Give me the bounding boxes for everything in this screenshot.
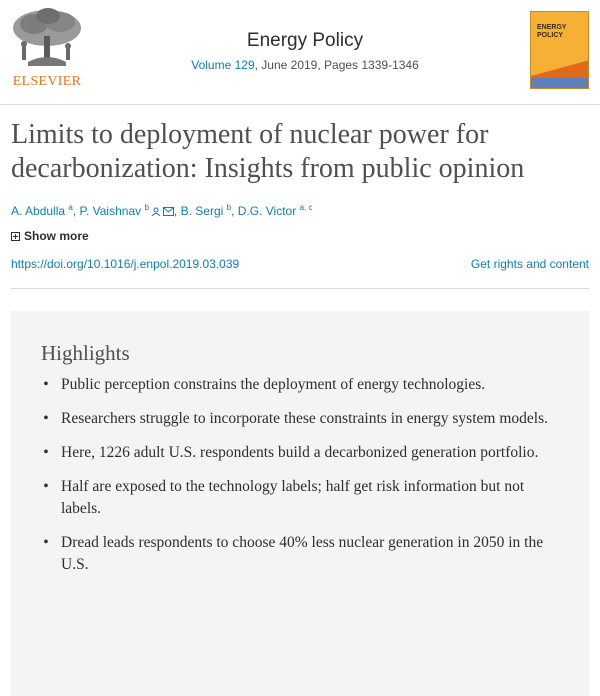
volume-link[interactable]: Volume 129 [191, 58, 255, 72]
highlight-item: • Dread leads respondents to choose 40% l… [41, 532, 561, 576]
person-icon [151, 207, 161, 217]
journal-title-link[interactable]: Energy Policy [246, 30, 364, 51]
article-title: Limits to deployment of nuclear power fo… [11, 119, 525, 184]
show-more-button[interactable]: Show more [11, 229, 89, 243]
issue-line: Volume 129, June 2019, Pages 1339-1346 [150, 58, 460, 72]
author-separator: , [173, 204, 181, 218]
tree-logo-icon [8, 6, 86, 72]
author-affiliation: b [226, 203, 232, 212]
author-name: P. Vaishnav [79, 204, 142, 218]
header-divider [0, 104, 600, 105]
highlight-text: Public perception constrains the deploym… [61, 376, 486, 393]
highlight-item: • Half are exposed to the technology labe… [41, 476, 561, 520]
bullet: • [43, 478, 49, 495]
publisher-name: ELSEVIER [12, 74, 82, 89]
highlight-text: Half are exposed to the technology label… [61, 478, 525, 517]
author-affiliation: b [144, 203, 149, 212]
highlight-item: • Researchers struggle to incorporate the… [41, 408, 561, 430]
author-link[interactable]: B. Sergi b [180, 203, 232, 218]
journal-header: ELSEVIER Energy Policy Volume 129, June … [0, 0, 600, 104]
highlight-item: • Public perception constrains the deploy… [41, 374, 561, 396]
rights-link[interactable]: Get rights and content [470, 257, 589, 271]
journal-cover-thumbnail[interactable]: ENERGY POLICY [530, 11, 589, 89]
highlight-item: • Here, 1226 adult U.S. respondents build… [41, 442, 561, 464]
author-separator: , [72, 204, 80, 218]
author-separator: , [231, 204, 238, 218]
highlight-text: Researchers struggle to incorporate thes… [61, 410, 548, 427]
author-affiliation: a [68, 203, 73, 212]
highlights-panel: Highlights • Public perception constrains… [11, 311, 589, 696]
bullet: • [43, 376, 49, 393]
highlight-text: Here, 1226 adult U.S. respondents build … [61, 444, 539, 461]
issue-details: , June 2019, Pages 1339-1346 [254, 58, 419, 72]
bullet: • [43, 534, 49, 551]
author-name: D.G. Victor [237, 204, 297, 218]
show-more-label: Show more [24, 229, 89, 243]
author-list: A. Abdulla a, P. Vaishnav b, B. Sergi b,… [11, 203, 591, 218]
elsevier-logo[interactable] [8, 6, 86, 94]
author-link[interactable]: P. Vaishnav b [79, 203, 174, 218]
highlights-list: • Public perception constrains the deploy… [41, 374, 561, 588]
author-link[interactable]: A. Abdulla a [11, 203, 73, 218]
highlight-text: Dread leads respondents to choose 40% le… [61, 534, 544, 573]
highlights-heading: Highlights [41, 341, 130, 365]
cover-title: ENERGY POLICY [537, 24, 567, 39]
meta-divider [11, 288, 589, 289]
author-name: A. Abdulla [11, 204, 66, 218]
envelope-icon[interactable] [162, 207, 174, 217]
author-affiliation: a, c [299, 203, 313, 212]
journal-info: Energy Policy Volume 129, June 2019, Pag… [150, 30, 460, 72]
plus-box-icon [11, 231, 20, 241]
doi-link[interactable]: https://doi.org/10.1016/j.enpol.2019.03.… [11, 257, 240, 271]
cover-artwork [531, 60, 588, 88]
bullet: • [43, 444, 49, 461]
bullet: • [43, 410, 49, 427]
author-link[interactable]: D.G. Victor a, c [237, 203, 313, 218]
author-name: B. Sergi [180, 204, 224, 218]
